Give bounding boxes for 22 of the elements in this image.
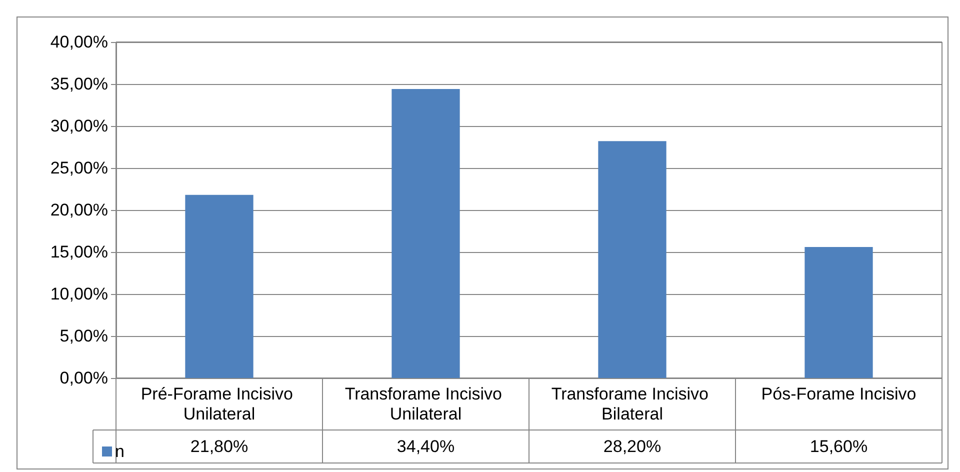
data-label: 15,60% <box>810 437 868 456</box>
y-tick-label: 30,00% <box>50 116 108 136</box>
y-tick-label: 10,00% <box>50 284 108 304</box>
bar <box>392 89 460 378</box>
y-tick-label: 5,00% <box>60 326 108 346</box>
y-tick-label: 20,00% <box>50 200 108 220</box>
legend-label: n <box>115 442 124 461</box>
x-tick-label: Pré-Forame Incisivo Unilateral <box>140 384 298 424</box>
x-tick-label: Transforame Incisivo Bilateral <box>551 384 714 424</box>
data-label: 28,20% <box>603 437 662 456</box>
bar <box>598 141 666 378</box>
data-label: 21,80% <box>190 437 248 456</box>
x-tick-label: Pós-Forame Incisivo <box>761 384 916 404</box>
y-tick-label: 35,00% <box>50 74 108 94</box>
bar <box>185 194 254 378</box>
y-tick-label: 25,00% <box>50 158 108 178</box>
bar <box>804 246 873 378</box>
x-tick-label: Transforame Incisivo Unilateral <box>344 384 507 424</box>
data-label: 34,40% <box>396 437 455 456</box>
y-tick-label: 40,00% <box>50 32 108 52</box>
y-tick-label: 15,00% <box>50 242 108 262</box>
y-tick-label: 0,00% <box>60 368 108 388</box>
